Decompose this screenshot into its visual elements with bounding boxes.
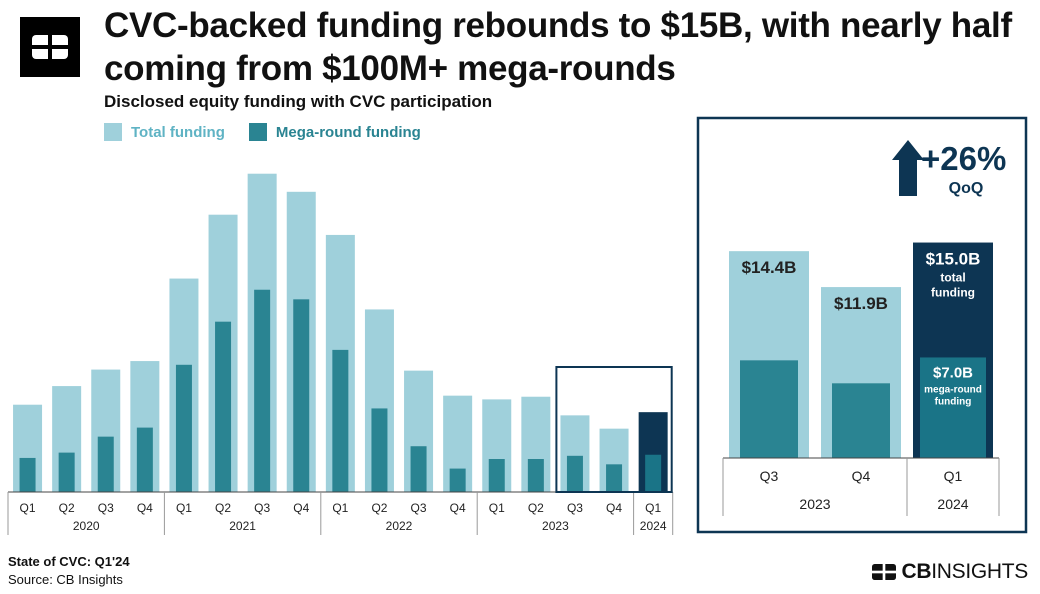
mega-bar [175, 364, 192, 492]
quarter-tick-label: Q1 [645, 501, 661, 515]
quarter-tick-label: Q3 [411, 501, 427, 515]
inset-mega-bar [832, 383, 890, 458]
quarter-tick-label: Q2 [215, 501, 231, 515]
quarter-tick-label: Q4 [293, 501, 309, 515]
footer-source: Source: CB Insights [8, 572, 123, 587]
mega-bar [58, 452, 75, 492]
inset-total-value-label: $14.4B [742, 258, 797, 277]
inset-year-tick-label: 2023 [799, 496, 830, 512]
inset-quarter-tick-label: Q1 [944, 468, 963, 484]
mega-bar [136, 427, 153, 492]
mega-bar [254, 289, 271, 492]
quarter-tick-label: Q2 [528, 501, 544, 515]
inset-mega-value-label: $7.0B [933, 364, 973, 381]
mega-bar [488, 459, 505, 492]
mega-bar [606, 464, 623, 492]
legend-item-total: Total funding [104, 123, 225, 141]
year-tick-label: 2024 [640, 519, 667, 533]
mega-bar [449, 468, 466, 492]
inset-mega-caption: mega-round [924, 384, 982, 395]
change-period-label: QoQ [949, 180, 984, 197]
mega-bar [410, 446, 427, 492]
mega-bar [332, 349, 349, 492]
mega-bar [645, 454, 662, 492]
legend-label-total: Total funding [131, 123, 225, 141]
inset-total-value-label: $15.0B [926, 250, 981, 269]
quarter-tick-label: Q3 [567, 501, 583, 515]
mega-bar [293, 299, 310, 492]
quarter-tick-label: Q4 [137, 501, 153, 515]
quarter-tick-label: Q4 [606, 501, 622, 515]
inset-total-caption: funding [931, 286, 975, 300]
page-subtitle: Disclosed equity funding with CVC partic… [104, 92, 493, 111]
legend-swatch-total [104, 123, 122, 141]
cb-logo-icon [32, 35, 68, 59]
cb-insights-logo [20, 17, 80, 77]
quarter-tick-label: Q1 [332, 501, 348, 515]
inset-mega-bar [920, 357, 986, 458]
arrow-up-icon [892, 140, 924, 196]
year-tick-label: 2021 [229, 519, 256, 533]
mega-bar [19, 457, 36, 492]
brand-name-prefix: CB [901, 560, 932, 583]
year-tick-label: 2022 [386, 519, 413, 533]
brand-icon [872, 564, 897, 580]
page-title: CVC-backed funding rebounds to $15B, wit… [104, 6, 1012, 88]
highlight-frame [555, 366, 673, 493]
mega-bar [527, 459, 544, 492]
legend-item-mega: Mega-round funding [248, 123, 421, 141]
chart-legend: Total funding Mega-round funding [104, 123, 421, 141]
quarter-tick-label: Q2 [59, 501, 75, 515]
quarter-tick-label: Q3 [254, 501, 270, 515]
inset-year-tick-label: 2024 [937, 496, 968, 512]
quarter-tick-label: Q4 [450, 501, 466, 515]
footer-title: State of CVC: Q1'24 [8, 554, 130, 569]
inset-total-caption: total [940, 271, 965, 285]
brand-name: CBINSIGHTS [901, 560, 1028, 584]
change-value-label: +26% [921, 140, 1006, 177]
brand-name-suffix: INSIGHTS [931, 560, 1028, 583]
brand-logo: CBINSIGHTS [872, 560, 1028, 584]
quarter-tick-label: Q1 [489, 501, 505, 515]
quarter-tick-label: Q1 [176, 501, 192, 515]
legend-label-mega: Mega-round funding [275, 123, 421, 141]
mega-bar [215, 321, 232, 492]
mega-bar [97, 436, 114, 492]
inset-total-value-label: $11.9B [834, 294, 888, 313]
year-tick-label: 2023 [542, 519, 569, 533]
inset-quarter-tick-label: Q3 [760, 468, 779, 484]
quarter-tick-label: Q2 [371, 501, 387, 515]
inset-frame [696, 116, 1028, 534]
mega-bar [371, 408, 388, 492]
legend-swatch-mega [248, 123, 267, 141]
inset-mega-caption: funding [935, 396, 972, 407]
inset-mega-bar [740, 360, 798, 458]
inset-quarter-tick-label: Q4 [852, 468, 871, 484]
year-tick-label: 2020 [73, 519, 100, 533]
quarter-tick-label: Q1 [20, 501, 36, 515]
mega-bar [566, 455, 583, 492]
quarter-tick-label: Q3 [98, 501, 114, 515]
